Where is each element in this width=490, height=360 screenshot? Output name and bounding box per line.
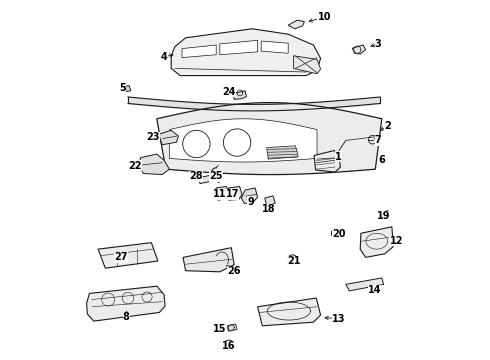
Text: 5: 5	[119, 83, 126, 93]
Polygon shape	[258, 298, 320, 326]
Polygon shape	[220, 40, 258, 55]
Polygon shape	[98, 243, 158, 268]
Polygon shape	[182, 45, 216, 58]
Text: 23: 23	[147, 132, 160, 142]
Polygon shape	[233, 91, 246, 99]
Polygon shape	[121, 86, 131, 92]
Polygon shape	[314, 150, 341, 172]
Polygon shape	[360, 227, 393, 257]
Polygon shape	[157, 103, 382, 175]
Text: 7: 7	[375, 135, 382, 145]
Text: 20: 20	[332, 229, 345, 239]
Text: 24: 24	[222, 87, 236, 97]
Text: 10: 10	[318, 12, 331, 22]
Text: 14: 14	[368, 285, 381, 295]
Polygon shape	[159, 130, 178, 145]
Text: 8: 8	[123, 312, 130, 322]
Text: 17: 17	[226, 189, 239, 199]
Polygon shape	[198, 175, 214, 184]
Polygon shape	[171, 29, 320, 76]
Polygon shape	[294, 56, 320, 74]
Polygon shape	[352, 45, 366, 54]
Polygon shape	[288, 20, 304, 29]
Polygon shape	[226, 186, 242, 200]
Polygon shape	[227, 324, 237, 331]
Text: 18: 18	[262, 204, 275, 214]
Text: 25: 25	[209, 171, 223, 181]
Polygon shape	[267, 146, 298, 159]
Text: 22: 22	[128, 161, 142, 171]
Text: 13: 13	[332, 314, 345, 324]
Text: 16: 16	[222, 341, 236, 351]
Text: 19: 19	[377, 211, 391, 221]
Text: 28: 28	[190, 171, 203, 181]
Text: 9: 9	[247, 197, 254, 207]
Text: 4: 4	[161, 52, 168, 62]
Polygon shape	[331, 230, 339, 235]
Text: 2: 2	[384, 121, 391, 131]
Polygon shape	[170, 119, 317, 162]
Text: 3: 3	[375, 39, 382, 49]
Polygon shape	[242, 188, 258, 203]
Polygon shape	[183, 248, 234, 272]
Polygon shape	[346, 278, 384, 291]
Text: 15: 15	[213, 324, 226, 334]
Polygon shape	[379, 211, 390, 217]
Text: 21: 21	[287, 256, 300, 266]
Text: 6: 6	[378, 155, 385, 165]
Text: 26: 26	[227, 266, 241, 276]
Polygon shape	[261, 41, 288, 53]
Text: 11: 11	[213, 189, 226, 199]
Text: 27: 27	[114, 252, 127, 262]
Text: 1: 1	[335, 152, 342, 162]
Polygon shape	[139, 154, 170, 175]
Polygon shape	[87, 286, 165, 321]
Text: 12: 12	[390, 236, 403, 246]
Polygon shape	[265, 196, 275, 206]
Polygon shape	[215, 186, 230, 200]
